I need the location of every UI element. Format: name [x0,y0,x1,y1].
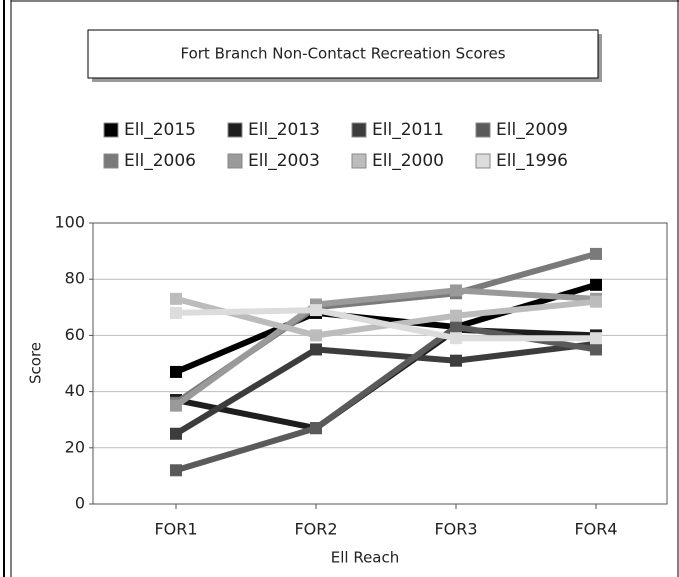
legend-swatch [103,122,119,138]
y-tick-label: 100 [54,213,85,232]
chart-title: Fort Branch Non-Contact Recreation Score… [180,45,505,63]
legend-swatch [475,122,491,138]
y-tick-label: 40 [65,381,85,400]
point-marker [590,343,602,356]
legend-label: Ell_2000 [372,151,444,171]
legend-label: Ell_2015 [124,120,196,140]
point-marker [450,354,462,367]
point-marker [590,332,602,345]
y-tick-label: 60 [65,325,85,344]
x-tick-label: FOR3 [434,520,477,539]
legend-label: Ell_2006 [124,151,196,171]
point-marker [170,292,182,305]
point-marker [170,306,182,319]
title-box [87,29,599,79]
legend-swatch [227,122,243,138]
legend-label: Ell_2003 [248,151,320,171]
y-tick-label: 80 [65,269,85,288]
y-tick-label: 0 [75,494,85,513]
point-marker [170,427,182,440]
x-axis-label: Ell Reach [331,549,400,567]
point-marker [450,332,462,345]
legend-swatch [351,122,367,138]
point-marker [590,295,602,308]
x-tick-label: FOR1 [154,520,197,539]
plot-border [92,222,668,505]
series-line [175,307,596,342]
point-marker [310,422,322,435]
point-marker [450,309,462,322]
point-marker [590,278,602,291]
x-tick-label: FOR4 [574,520,617,539]
x-tick-label: FOR2 [294,520,337,539]
point-marker [450,320,462,333]
point-marker [310,343,322,356]
point-marker [310,304,322,317]
point-marker [450,284,462,297]
point-marker [590,247,602,260]
legend-label: Ell_2013 [248,120,320,140]
legend-label: Ell_2009 [496,120,568,140]
legend-label: Ell_2011 [372,120,444,140]
legend-swatch [103,153,119,169]
series-line [174,340,597,437]
legend-label: Ell_1996 [496,151,568,171]
point-marker [170,464,182,477]
legend-swatch [227,153,243,169]
series-line [174,287,597,409]
point-marker [310,329,322,342]
legend-swatch [475,153,491,169]
legend-swatch [351,153,367,169]
y-axis-label: Score [27,342,45,384]
point-marker [170,365,182,378]
point-marker [170,399,182,412]
y-tick-label: 20 [65,437,85,456]
